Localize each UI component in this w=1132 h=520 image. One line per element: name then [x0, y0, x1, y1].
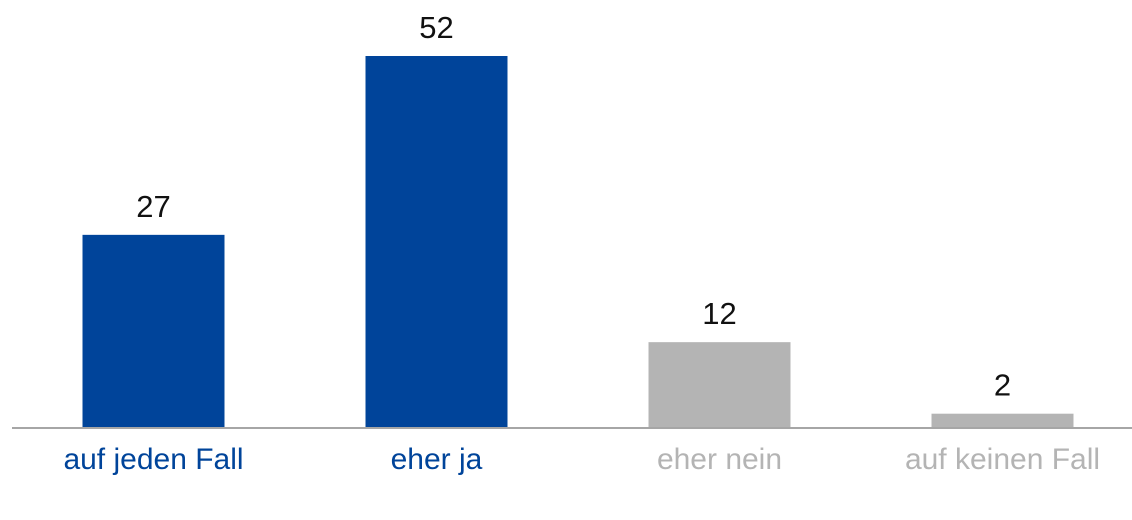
- x-tick-label: eher ja: [390, 443, 483, 476]
- value-label: 2: [994, 368, 1011, 403]
- bar: [82, 234, 225, 428]
- x-tick-label: eher nein: [656, 443, 783, 476]
- bar: [931, 413, 1074, 428]
- bar: [648, 342, 791, 428]
- value-label: 12: [702, 296, 736, 331]
- x-tick-label: auf jeden Fall: [63, 443, 244, 476]
- x-tick-label: auf keinen Fall: [904, 443, 1101, 476]
- value-label: 52: [419, 10, 453, 45]
- value-label: 27: [136, 189, 170, 224]
- bar: [365, 56, 508, 428]
